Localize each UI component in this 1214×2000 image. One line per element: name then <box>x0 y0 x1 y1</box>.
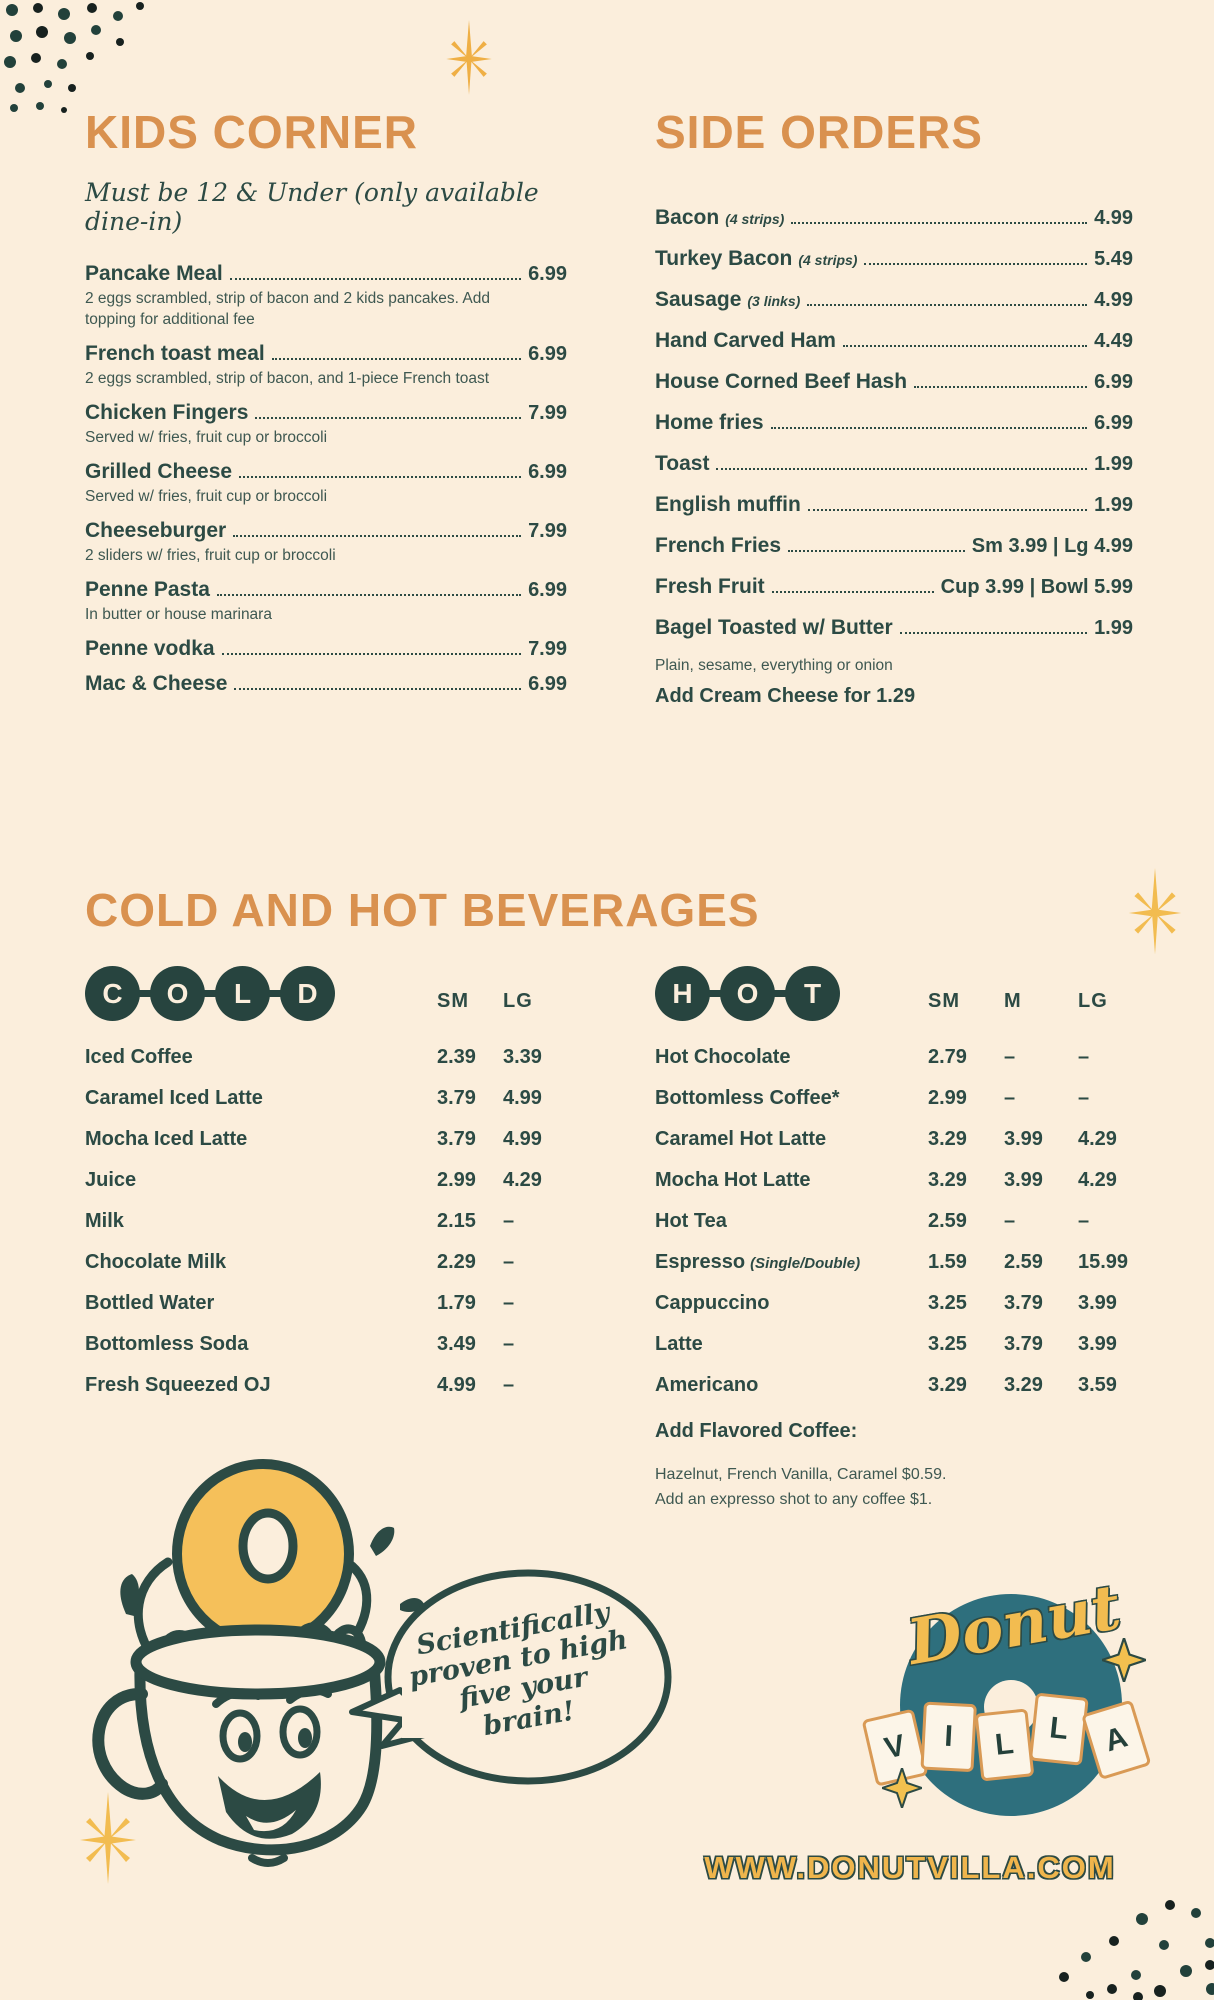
kids-corner-section: KIDS CORNER Must be 12 & Under (only ava… <box>85 108 567 696</box>
dotted-leader <box>771 591 934 594</box>
menu-item: House Corned Beef Hash 6.99 <box>655 370 1133 394</box>
donut-mug-illustration <box>92 1459 424 1867</box>
column-header-sm: SM <box>437 990 469 1012</box>
beverage-row: Latte 3.25 3.79 3.99 <box>655 1333 1117 1355</box>
sparkle-icon <box>446 20 492 95</box>
dotted-leader <box>807 509 1088 512</box>
beverage-row: Juice 2.99 4.29 <box>85 1169 542 1191</box>
beverage-row: Milk 2.15– <box>85 1210 515 1232</box>
beverages-title: COLD AND HOT BEVERAGES <box>85 884 760 936</box>
sparkle-icon <box>1102 1638 1146 1682</box>
dotted-leader <box>234 687 522 690</box>
beverage-row: Caramel Hot Latte 3.29 3.99 4.29 <box>655 1128 1117 1150</box>
dotted-leader <box>271 358 522 361</box>
beverage-row: Cappuccino 3.25 3.79 3.99 <box>655 1292 1117 1314</box>
dotted-leader <box>770 427 1088 430</box>
column-header-m: M <box>1004 990 1022 1012</box>
website-url: WWW.DONUTVILLA.COM <box>704 1850 1116 1885</box>
menu-item: Pancake Meal 6.99 <box>85 262 567 286</box>
kids-corner-title: KIDS CORNER <box>85 106 419 158</box>
menu-item: French toast meal 6.99 <box>85 342 567 366</box>
sparkle-icon <box>80 1792 136 1884</box>
beverage-row: Hot Chocolate 2.79– – <box>655 1046 1090 1068</box>
menu-item: Bacon (4 strips) 4.99 <box>655 206 1133 230</box>
flavored-coffee-title: Add Flavored Coffee: <box>655 1420 858 1442</box>
dotted-leader <box>216 593 522 596</box>
beverage-row: Chocolate Milk 2.29– <box>85 1251 515 1273</box>
bagel-note: Plain, sesame, everything or onion <box>655 657 893 675</box>
column-header-sm: SM <box>928 990 960 1012</box>
menu-item: Mac & Cheese 6.99 <box>85 671 567 695</box>
beverage-row: Bottled Water 1.79– <box>85 1292 515 1314</box>
menu-item-desc: 2 eggs scrambled, strip of bacon and 2 k… <box>85 290 490 329</box>
menu-item-desc: In butter or house marinara <box>85 605 272 623</box>
dotted-leader <box>788 550 965 553</box>
menu-item-desc: Served w/ fries, fruit cup or broccoli <box>85 429 328 447</box>
dotted-leader <box>899 632 1088 635</box>
beverage-row: Mocha Hot Latte 3.29 3.99 4.29 <box>655 1169 1117 1191</box>
dotted-leader <box>221 652 522 655</box>
menu-item: Hand Carved Ham 4.49 <box>655 329 1133 353</box>
beverage-row: Bottomless Soda 3.49– <box>85 1333 515 1355</box>
beverage-row: Fresh Squeezed OJ 4.99– <box>85 1374 515 1396</box>
menu-item: Cheeseburger 7.99 <box>85 518 567 542</box>
menu-item: Grilled Cheese 6.99 <box>85 459 567 483</box>
dotted-leader <box>791 222 1088 225</box>
menu-item-desc: 2 sliders w/ fries, fruit cup or broccol… <box>85 546 336 564</box>
menu-item: Chicken Fingers 7.99 <box>85 401 567 425</box>
beverage-row: Iced Coffee 2.39 3.39 <box>85 1046 542 1068</box>
menu-item: Penne Pasta 6.99 <box>85 577 567 601</box>
menu-item: Turkey Bacon (4 strips) 5.49 <box>655 247 1133 271</box>
side-orders-section: SIDE ORDERS Bacon (4 strips) 4.99 Turkey B… <box>655 108 1133 708</box>
espresso-size-note: (Single/Double) <box>750 1255 861 1272</box>
menu-item-desc: 2 eggs scrambled, strip of bacon, and 1-… <box>85 370 490 388</box>
dotted-leader <box>229 278 522 281</box>
beverage-row: Hot Tea 2.59– – <box>655 1210 1090 1232</box>
column-header-lg: LG <box>503 990 533 1012</box>
menu-item: Bagel Toasted w/ Butter 1.99 <box>655 616 1133 640</box>
dotted-leader <box>807 304 1088 307</box>
sparkle-icon <box>882 1768 922 1808</box>
menu-item: Penne vodka 7.99 <box>85 636 567 660</box>
menu-item: English muffin 1.99 <box>655 493 1133 517</box>
kids-corner-subtitle: Must be 12 & Under (only available dine-… <box>85 178 539 237</box>
beverage-row: Espresso (Single/Double) 1.59 2.59 15.99 <box>655 1251 1129 1273</box>
beverage-row: Americano 3.29 3.29 3.59 <box>655 1374 1117 1396</box>
menu-item: Fresh Fruit Cup 3.99 | Bowl 5.99 <box>655 575 1133 599</box>
cream-cheese-note: Add Cream Cheese for 1.29 <box>655 685 916 708</box>
column-header-lg: LG <box>1078 990 1108 1012</box>
menu-item: Home fries 6.99 <box>655 411 1133 435</box>
logo-villa-tiles: V I L L A <box>861 1692 1152 1787</box>
dots-pattern-top-left <box>4 2 144 113</box>
menu-item: French Fries Sm 3.99 | Lg 4.99 <box>655 534 1133 558</box>
dotted-leader <box>233 534 522 537</box>
dotted-leader <box>716 468 1088 471</box>
donut-villa-logo: Donut V I L L A <box>861 1570 1152 1844</box>
beverage-row: Mocha Iced Latte 3.79 4.99 <box>85 1128 542 1150</box>
dotted-leader <box>914 386 1088 389</box>
side-orders-title: SIDE ORDERS <box>655 106 983 158</box>
menu-item: Sausage (3 links) 4.99 <box>655 288 1133 312</box>
dotted-leader <box>239 475 522 478</box>
menu-item: Toast 1.99 <box>655 452 1133 476</box>
speech-bubble: Scientifically proven to high five your … <box>348 1562 678 1797</box>
sparkle-icon <box>1128 868 1182 955</box>
beverage-row: Caramel Iced Latte 3.79 4.99 <box>85 1087 542 1109</box>
portion-note: (4 strips) <box>798 252 858 269</box>
flavored-coffee-note: Hazelnut, French Vanilla, Caramel $0.59.… <box>655 1466 947 1508</box>
portion-note: (3 links) <box>747 293 801 310</box>
menu-item-desc: Served w/ fries, fruit cup or broccoli <box>85 487 328 505</box>
beverage-row: Bottomless Coffee* 2.99– – <box>655 1087 1090 1109</box>
dotted-leader <box>255 417 522 420</box>
dotted-leader <box>864 263 1088 266</box>
dotted-leader <box>842 345 1088 348</box>
dots-pattern-bottom-right <box>1059 1900 1214 2000</box>
portion-note: (4 strips) <box>725 211 785 228</box>
